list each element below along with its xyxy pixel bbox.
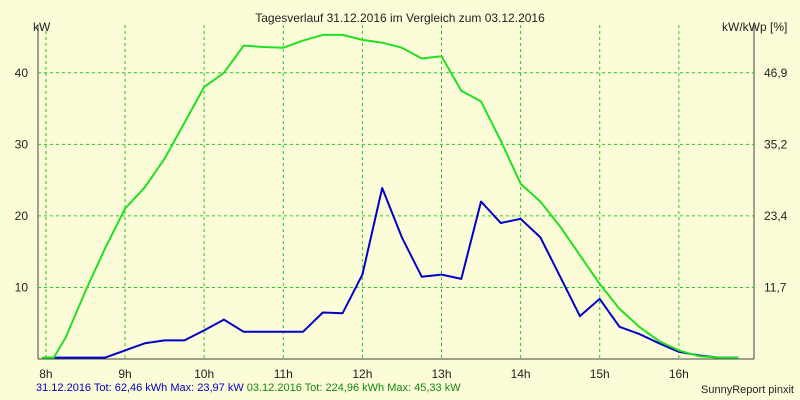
- legend-series-1: 31.12.2016 Tot: 62,46 kWh Max: 23,97 kW: [36, 382, 244, 394]
- x-tick-label: 12h: [352, 367, 372, 381]
- plot-frame: [37, 25, 755, 360]
- x-tick-label: 11h: [274, 367, 293, 381]
- legend-series-2: 03.12.2016 Tot: 224,96 kWh Max: 45,33 kW: [246, 382, 461, 394]
- y-tick-label-left: 20: [15, 209, 29, 223]
- y-axis-unit-left: kW: [33, 20, 51, 34]
- x-tick-label: 15h: [590, 367, 610, 381]
- y-tick-label-right: 23,4: [764, 209, 788, 223]
- x-tick-labels: 8h 9h 10h 11h 12h 13h 14h 15h 16h: [39, 367, 689, 381]
- chart-title: Tagesverlauf 31.12.2016 im Vergleich zum…: [255, 11, 545, 25]
- credit-text: SunnyReport pinxit: [701, 384, 794, 396]
- grid-lines: [38, 25, 754, 359]
- x-tick-label: 13h: [431, 367, 451, 381]
- y-tick-label-right: 11,7: [764, 280, 787, 294]
- y-tick-label-right: 46,9: [764, 66, 788, 80]
- y-tick-label-left: 10: [15, 280, 29, 294]
- series-line-2: [42, 33, 739, 359]
- legend-footer: 31.12.2016 Tot: 62,46 kWh Max: 23,97 kW …: [36, 382, 461, 394]
- x-tick-label: 8h: [39, 367, 52, 381]
- x-tick-label: 16h: [669, 367, 689, 381]
- y-axis-unit-right: kW/kWp [%]: [722, 20, 788, 34]
- x-tick-label: 10h: [194, 367, 214, 381]
- y-tick-labels-left: 10 20 30 40: [15, 66, 29, 295]
- y-tick-label-left: 40: [15, 66, 29, 80]
- y-tick-label-left: 30: [15, 137, 29, 151]
- y-tick-label-right: 35,2: [764, 137, 788, 151]
- series-line-1: [45, 187, 739, 359]
- x-tick-label: 14h: [511, 367, 531, 381]
- series-lines: [42, 33, 739, 359]
- x-tick-label: 9h: [118, 367, 131, 381]
- y-tick-labels-right: 11,7 23,4 35,2 46,9: [764, 66, 788, 295]
